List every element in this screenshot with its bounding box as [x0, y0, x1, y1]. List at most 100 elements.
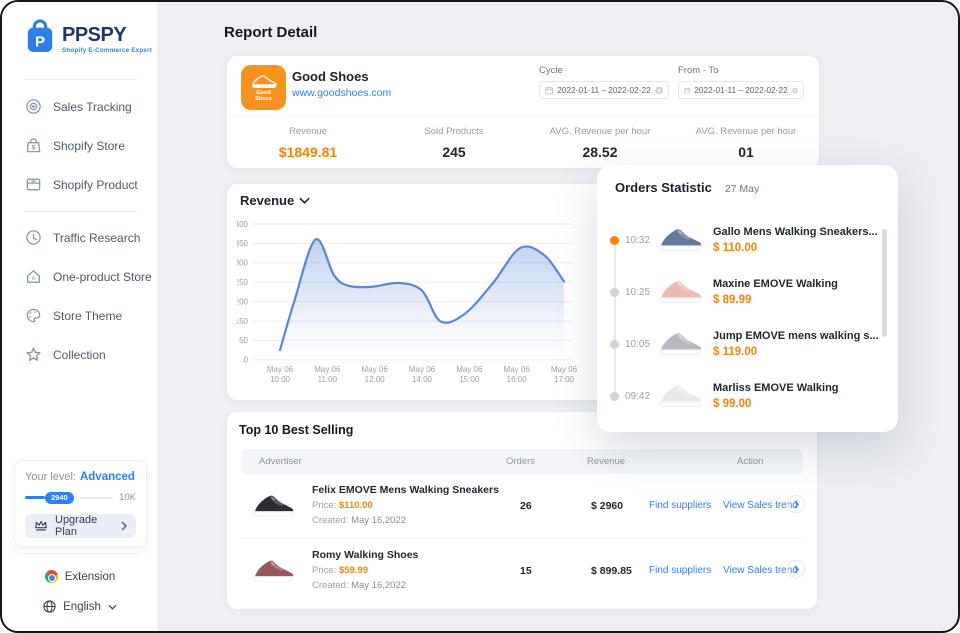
brand-bag-icon: P	[24, 18, 56, 61]
column-header-revenue: Revenue	[587, 456, 626, 467]
svg-text:200: 200	[237, 297, 249, 306]
svg-text:15:00: 15:00	[459, 375, 480, 384]
upgrade-plan-button[interactable]: Upgrade Plan	[25, 513, 136, 538]
language-selector[interactable]: English	[2, 600, 158, 613]
column-header-action: Action	[737, 456, 764, 467]
svg-text:16:00: 16:00	[507, 375, 528, 384]
find-suppliers-link[interactable]: Find suppliers	[649, 500, 712, 511]
chrome-icon	[44, 570, 58, 583]
product-shoe-image	[253, 560, 294, 582]
order-product-image	[657, 222, 703, 258]
chart-metric-dropdown[interactable]: Revenue	[240, 193, 310, 208]
cycle-label: Cycle	[539, 65, 563, 76]
stat-value: 245	[442, 144, 466, 160]
best-selling-table: Advertiser Orders Revenue Action Felix EMOV…	[241, 449, 805, 604]
order-item-4[interactable]: 09:42 Marliss EMOVE Walking $ 99.00	[597, 373, 898, 421]
palette-icon	[25, 307, 42, 324]
order-time: 10:32	[625, 235, 651, 246]
extension-link[interactable]: Extension	[2, 570, 158, 583]
order-time: 10:25	[625, 287, 651, 298]
view-sales-trend-link[interactable]: View Sales trend	[723, 500, 798, 511]
nav-item-collection[interactable]: Collection	[2, 335, 157, 374]
level-progress-bar: 2940 10K	[25, 492, 136, 504]
nav-item-traffic-research[interactable]: Traffic Research	[2, 218, 157, 257]
stat-avg-revenue-per-hour: AVG. Revenue per hour 28.52	[527, 120, 673, 168]
view-sales-trend-link[interactable]: View Sales trend	[723, 565, 798, 576]
find-suppliers-link[interactable]: Find suppliers	[649, 565, 712, 576]
progress-track	[79, 496, 114, 499]
order-item-3[interactable]: 10:05 Jump EMOVE mens walking s... $ 119.0…	[597, 321, 898, 369]
svg-text:May 06: May 06	[504, 365, 531, 374]
product-name: Romy Walking Shoes	[312, 549, 419, 561]
order-item-1[interactable]: 10:32 Gallo Mens Walking Sneakers... $ 110…	[597, 217, 898, 265]
product-shoe-image	[659, 333, 702, 355]
nav-item-shopify-store[interactable]: $ Shopify Store	[2, 126, 157, 165]
order-time: 09:42	[625, 391, 651, 402]
nav-item-store-theme[interactable]: Store Theme	[2, 296, 157, 335]
svg-text:10:00: 10:00	[270, 375, 291, 384]
globe-icon	[43, 600, 56, 613]
svg-text:A: A	[32, 276, 36, 282]
nav-item-sales-tracking[interactable]: Sales Tracking	[2, 87, 157, 126]
timeline-dot	[610, 340, 619, 349]
svg-text:350: 350	[237, 239, 249, 248]
page-title: Report Detail	[224, 24, 318, 41]
from-to-date-picker[interactable]: 2022-01-11 – 2022-02-22	[678, 81, 804, 99]
sidebar-divider	[24, 79, 137, 80]
sidebar: P PPSPY Shopify E-Commerce Expert Sales …	[2, 2, 158, 631]
calendar-icon	[684, 87, 691, 93]
svg-text:400: 400	[237, 220, 249, 229]
store-logo-text-2: Shoes	[255, 96, 272, 102]
svg-text:May 06: May 06	[456, 365, 483, 374]
row-expand-button[interactable]	[787, 495, 805, 513]
orders-scrollbar[interactable]	[882, 229, 887, 337]
crown-icon	[35, 521, 47, 531]
product-box-icon	[25, 176, 42, 193]
product-created-line: Created: May 16,2022	[312, 515, 407, 526]
orders-value: 15	[520, 565, 532, 577]
chevron-down-icon	[108, 604, 117, 610]
product-created-line: Created: May 16,2022	[312, 580, 407, 591]
level-value: Advanced	[79, 471, 135, 483]
product-shoe-image	[659, 229, 702, 251]
svg-text:300: 300	[237, 259, 249, 268]
row-expand-button[interactable]	[787, 560, 805, 578]
timeline-dot	[610, 392, 619, 401]
nav-item-label: Sales Tracking	[53, 99, 132, 114]
best-selling-title: Top 10 Best Selling	[239, 423, 354, 437]
stat-avg-revenue-per-hour: AVG. Revenue per hour 01	[673, 120, 819, 168]
brand-logo[interactable]: P PPSPY Shopify E-Commerce Expert	[24, 18, 152, 61]
clear-icon[interactable]	[655, 86, 663, 95]
orders-timeline: 10:32 Gallo Mens Walking Sneakers... $ 110…	[597, 217, 898, 432]
store-logo: Good Shoes	[241, 65, 286, 110]
timeline-dot	[610, 236, 619, 245]
stat-label: AVG. Revenue per hour	[549, 126, 651, 137]
nav-item-label: Shopify Product	[53, 177, 138, 192]
revenue-value: $ 899.85	[591, 565, 632, 577]
nav-item-shopify-product[interactable]: Shopify Product	[2, 165, 157, 204]
best-selling-row-2: Romy Walking Shoes Price: $59.99 Created: …	[241, 539, 805, 604]
chevron-right-icon	[793, 565, 799, 573]
cycle-date-picker[interactable]: 2022-01-11 – 2022-02-22	[539, 81, 669, 99]
nav-item-one-product-store[interactable]: A One-product Store	[2, 257, 157, 296]
orders-value: 26	[520, 500, 532, 512]
svg-text:0: 0	[244, 356, 249, 365]
svg-text:14:00: 14:00	[412, 375, 433, 384]
column-header-orders: Orders	[506, 456, 536, 467]
stat-label: Sold Products	[424, 126, 484, 137]
nav-secondary: Traffic Research A One-product Store Store …	[2, 218, 157, 374]
order-product-price: $ 119.00	[713, 346, 758, 358]
store-url-link[interactable]: www.goodshoes.com	[292, 87, 392, 99]
clear-icon[interactable]	[792, 86, 798, 95]
product-shoe-image	[659, 385, 702, 407]
order-item-2[interactable]: 10:25 Maxine EMOVE Walking $ 89.99	[597, 269, 898, 317]
product-image	[251, 551, 295, 591]
order-product-price: $ 110.00	[713, 242, 758, 254]
calendar-icon	[545, 86, 553, 94]
sidebar-divider	[24, 211, 137, 212]
order-product-name: Marliss EMOVE Walking	[713, 382, 839, 394]
nav-primary: Sales Tracking $ Shopify Store Shopify Prod…	[2, 87, 157, 204]
svg-text:May 06: May 06	[267, 365, 294, 374]
home-icon: A	[25, 268, 42, 285]
